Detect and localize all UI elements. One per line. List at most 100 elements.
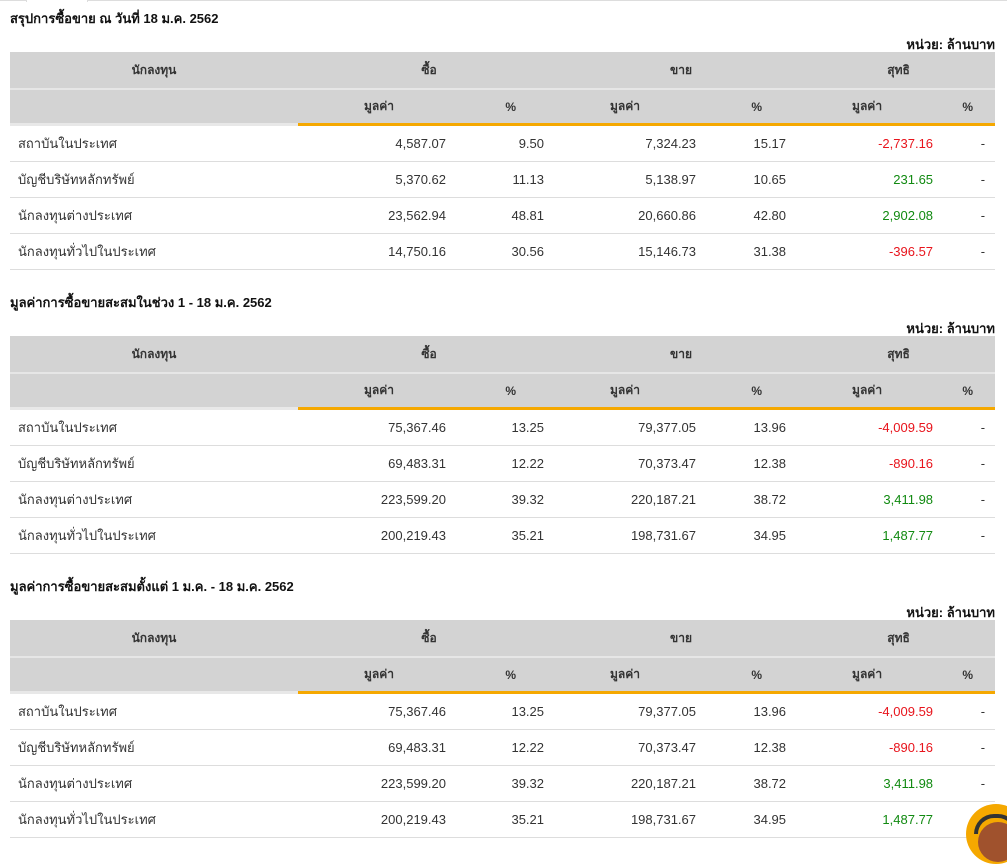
investor-name: สถาบันในประเทศ — [10, 692, 298, 730]
investor-name: นักลงทุนทั่วไปในประเทศ — [10, 517, 298, 554]
net-pct: - — [947, 765, 996, 802]
net-value: -890.16 — [802, 729, 948, 766]
investor-name: สถาบันในประเทศ — [10, 408, 298, 446]
sell-header: ขาย — [560, 336, 803, 373]
net-pct: - — [947, 517, 996, 554]
buy-value: 69,483.31 — [298, 729, 460, 766]
summary-table: นักลงทุน ซื้อ ขาย สุทธิ มูลค่า % มูลค่า … — [10, 620, 996, 838]
buy-value: 4,587.07 — [298, 124, 460, 162]
investor-name: สถาบันในประเทศ — [10, 124, 298, 162]
active-tab[interactable] — [26, 0, 88, 2]
net-pct: - — [947, 692, 996, 730]
net-pct: - — [947, 481, 996, 518]
buy-header: ซื้อ — [298, 52, 561, 89]
net-value: -890.16 — [802, 445, 948, 482]
sell-pct: 13.96 — [710, 408, 803, 446]
buy-value: 75,367.46 — [298, 692, 460, 730]
table-row: นักลงทุนทั่วไปในประเทศ 200,219.43 35.21 … — [10, 801, 996, 838]
buy-value: 223,599.20 — [298, 481, 460, 518]
buy-value-header: มูลค่า — [298, 372, 460, 410]
table-row: บัญชีบริษัทหลักทรัพย์ 5,370.62 11.13 5,1… — [10, 161, 996, 198]
net-pct: - — [947, 197, 996, 234]
buy-value: 75,367.46 — [298, 408, 460, 446]
buy-pct-header: % — [460, 372, 561, 410]
horn-icon — [974, 814, 1007, 834]
buy-pct: 9.50 — [460, 124, 561, 162]
buy-pct: 30.56 — [460, 233, 561, 270]
net-header: สุทธิ — [802, 336, 996, 373]
header-blank — [10, 88, 298, 126]
sell-pct: 34.95 — [710, 517, 803, 554]
buy-pct-header: % — [460, 656, 561, 694]
buy-value: 200,219.43 — [298, 801, 460, 838]
sell-value: 220,187.21 — [560, 765, 711, 802]
buy-header: ซื้อ — [298, 336, 561, 373]
sell-value: 7,324.23 — [560, 124, 711, 162]
sell-value-header: มูลค่า — [560, 656, 711, 694]
investor-name: นักลงทุนต่างประเทศ — [10, 197, 298, 234]
sell-value: 79,377.05 — [560, 408, 711, 446]
investor-name: บัญชีบริษัทหลักทรัพย์ — [10, 445, 298, 482]
investor-header: นักลงทุน — [10, 620, 298, 657]
buy-pct: 12.22 — [460, 445, 561, 482]
net-pct-header: % — [947, 656, 996, 694]
net-value: 231.65 — [802, 161, 948, 198]
buy-pct: 13.25 — [460, 408, 561, 446]
buy-pct: 13.25 — [460, 692, 561, 730]
buy-value: 14,750.16 — [298, 233, 460, 270]
sell-header: ขาย — [560, 52, 803, 89]
net-value: -396.57 — [802, 233, 948, 270]
sell-pct: 10.65 — [710, 161, 803, 198]
buy-pct: 35.21 — [460, 801, 561, 838]
net-header: สุทธิ — [802, 620, 996, 657]
section-title: สรุปการซื้อขาย ณ วันที่ 18 ม.ค. 2562 — [10, 11, 219, 26]
sell-pct: 38.72 — [710, 481, 803, 518]
net-pct: - — [947, 124, 996, 162]
investor-name: นักลงทุนต่างประเทศ — [10, 765, 298, 802]
net-pct-header: % — [947, 372, 996, 410]
net-value: 1,487.77 — [802, 517, 948, 554]
sell-value: 15,146.73 — [560, 233, 711, 270]
sell-header: ขาย — [560, 620, 803, 657]
buy-pct: 39.32 — [460, 481, 561, 518]
buy-pct: 35.21 — [460, 517, 561, 554]
table-row: สถาบันในประเทศ 4,587.07 9.50 7,324.23 15… — [10, 124, 996, 162]
sell-pct: 12.38 — [710, 729, 803, 766]
net-value-header: มูลค่า — [802, 372, 948, 410]
table-row: นักลงทุนทั่วไปในประเทศ 14,750.16 30.56 1… — [10, 233, 996, 270]
buy-pct: 12.22 — [460, 729, 561, 766]
sell-pct: 31.38 — [710, 233, 803, 270]
net-value: -4,009.59 — [802, 408, 948, 446]
table-row: นักลงทุนต่างประเทศ 23,562.94 48.81 20,66… — [10, 197, 996, 234]
net-pct: - — [947, 729, 996, 766]
buy-pct: 39.32 — [460, 765, 561, 802]
sell-pct-header: % — [710, 372, 803, 410]
sell-value: 198,731.67 — [560, 801, 711, 838]
tab-bar-line — [0, 0, 1007, 1]
table-row: นักลงทุนทั่วไปในประเทศ 200,219.43 35.21 … — [10, 517, 996, 554]
sell-pct-header: % — [710, 656, 803, 694]
table-row: นักลงทุนต่างประเทศ 223,599.20 39.32 220,… — [10, 481, 996, 518]
chat-mascot-button[interactable] — [966, 804, 1007, 864]
sell-value: 70,373.47 — [560, 445, 711, 482]
buy-header: ซื้อ — [298, 620, 561, 657]
unit-label: หน่วย: ล้านบาท — [906, 605, 995, 620]
net-value: 2,902.08 — [802, 197, 948, 234]
table-row: บัญชีบริษัทหลักทรัพย์ 69,483.31 12.22 70… — [10, 445, 996, 482]
sell-pct-header: % — [710, 88, 803, 126]
buy-pct: 11.13 — [460, 161, 561, 198]
net-value: 1,487.77 — [802, 801, 948, 838]
unit-label: หน่วย: ล้านบาท — [906, 37, 995, 52]
section-title: มูลค่าการซื้อขายสะสมตั้งแต่ 1 ม.ค. - 18 … — [10, 579, 294, 594]
sell-pct: 15.17 — [710, 124, 803, 162]
buy-pct-header: % — [460, 88, 561, 126]
net-value: 3,411.98 — [802, 481, 948, 518]
sell-value-header: มูลค่า — [560, 372, 711, 410]
summary-table: นักลงทุน ซื้อ ขาย สุทธิ มูลค่า % มูลค่า … — [10, 52, 996, 270]
sell-value: 5,138.97 — [560, 161, 711, 198]
investor-header: นักลงทุน — [10, 52, 298, 89]
investor-name: บัญชีบริษัทหลักทรัพย์ — [10, 161, 298, 198]
buy-value: 23,562.94 — [298, 197, 460, 234]
table-row: สถาบันในประเทศ 75,367.46 13.25 79,377.05… — [10, 408, 996, 446]
net-value: 3,411.98 — [802, 765, 948, 802]
